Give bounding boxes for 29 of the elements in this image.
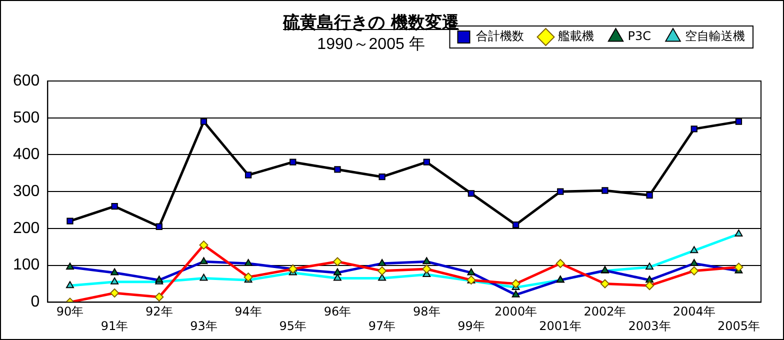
x-tick-label: 95年	[279, 318, 307, 333]
chart-title: 硫黄島行きの 機数変遷	[283, 13, 459, 33]
y-tick-label: 0	[30, 294, 40, 311]
y-tick-label: 100	[12, 256, 40, 274]
x-tick-label: 2001年	[539, 318, 582, 333]
y-tick-label: 600	[12, 72, 40, 90]
x-tick-label: 2000年	[494, 304, 538, 319]
x-tick-label: 2002年	[584, 304, 626, 319]
x-tick-label: 98年	[413, 304, 440, 319]
legend-label: P3C	[628, 29, 651, 44]
x-tick-label: 91年	[100, 318, 128, 333]
y-tick-label: 300	[12, 183, 40, 200]
x-tick-label: 99年	[458, 318, 485, 333]
y-tick-label: 400	[12, 146, 40, 164]
x-tick-label: 93年	[190, 318, 218, 333]
y-tick-label: 500	[12, 109, 40, 126]
x-tick-label: 2005年	[717, 318, 760, 333]
x-tick-label: 94年	[234, 304, 262, 319]
legend-label: 艦載機	[558, 29, 594, 44]
legend-label: 合計機数	[476, 29, 524, 44]
legend-label: 空自輸送機	[685, 29, 745, 44]
x-tick-label: 96年	[324, 304, 352, 319]
y-tick-label: 200	[12, 220, 40, 237]
x-tick-label: 90年	[56, 304, 84, 319]
x-tick-label: 92年	[146, 304, 173, 319]
x-tick-label: 97年	[368, 318, 396, 333]
x-tick-label: 2004年	[672, 304, 716, 319]
chart-subtitle: 1990～2005 年	[317, 36, 425, 53]
x-tick-label: 2003年	[628, 318, 671, 333]
